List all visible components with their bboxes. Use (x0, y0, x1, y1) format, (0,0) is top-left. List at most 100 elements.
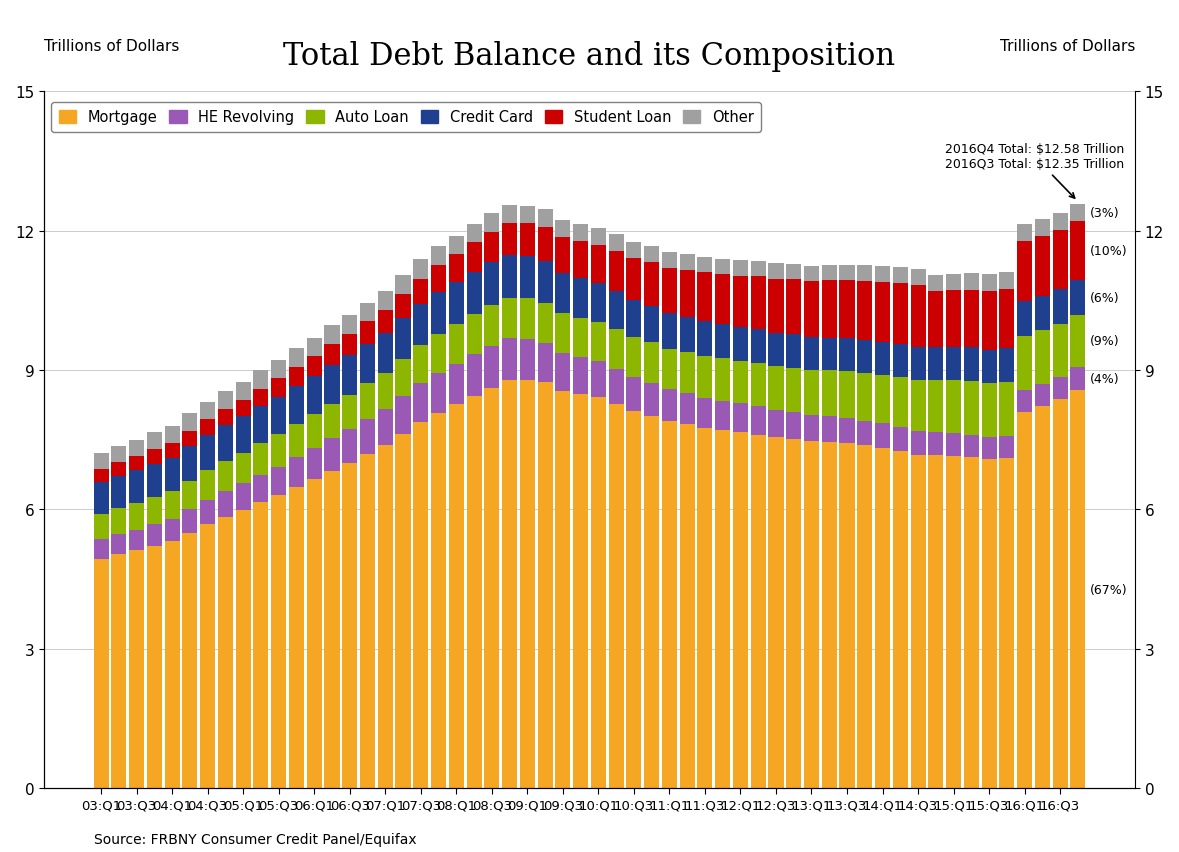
Bar (147, 433, 162, 450)
Bar (449, 237, 463, 255)
Bar (218, 492, 233, 517)
Bar (502, 380, 518, 788)
Bar (839, 372, 855, 419)
Text: (9%): (9%) (1089, 335, 1119, 348)
Bar (360, 303, 375, 322)
Bar (982, 384, 996, 437)
Bar (467, 224, 481, 243)
Text: (6%): (6%) (1089, 291, 1119, 304)
Bar (377, 333, 393, 374)
Bar (751, 435, 766, 788)
Bar (573, 358, 588, 394)
Bar (910, 286, 926, 348)
Bar (946, 457, 961, 788)
Bar (733, 276, 747, 327)
Bar (236, 400, 251, 417)
Title: Total Debt Balance and its Composition: Total Debt Balance and its Composition (283, 41, 896, 72)
Bar (520, 299, 535, 339)
Bar (538, 303, 553, 343)
Bar (946, 274, 961, 291)
Bar (716, 325, 730, 359)
Bar (413, 305, 428, 346)
Bar (751, 364, 766, 406)
Bar (573, 318, 588, 358)
Bar (608, 291, 624, 330)
Bar (485, 214, 500, 233)
Bar (289, 367, 304, 387)
Bar (271, 435, 286, 467)
Bar (982, 437, 996, 459)
Bar (449, 283, 463, 325)
Bar (432, 373, 446, 413)
Bar (200, 420, 216, 435)
Bar (200, 471, 216, 500)
Text: Source: FRBNY Consumer Credit Panel/Equifax: Source: FRBNY Consumer Credit Panel/Equi… (94, 832, 417, 847)
Bar (289, 458, 304, 487)
Bar (1035, 237, 1050, 296)
Bar (1017, 225, 1032, 242)
Bar (183, 446, 197, 481)
Bar (1071, 204, 1086, 222)
Bar (449, 255, 463, 283)
Bar (236, 510, 251, 788)
Bar (591, 245, 606, 284)
Bar (608, 251, 624, 291)
Bar (963, 458, 979, 788)
Bar (253, 503, 269, 788)
Bar (253, 443, 269, 475)
Bar (324, 326, 340, 344)
Bar (253, 389, 269, 406)
Bar (982, 291, 996, 350)
Bar (1053, 325, 1068, 377)
Bar (342, 356, 357, 395)
Bar (963, 382, 979, 435)
Bar (626, 243, 641, 259)
Bar (644, 307, 659, 343)
Bar (129, 550, 144, 788)
Bar (1017, 412, 1032, 788)
Bar (218, 392, 233, 410)
Bar (413, 346, 428, 384)
Bar (716, 430, 730, 788)
Bar (200, 402, 216, 420)
Bar (661, 253, 677, 268)
Bar (413, 279, 428, 305)
Bar (485, 347, 500, 389)
Bar (804, 371, 819, 416)
Bar (716, 275, 730, 325)
Bar (520, 206, 535, 224)
Bar (93, 482, 108, 514)
Bar (538, 210, 553, 227)
Bar (324, 471, 340, 788)
Bar (395, 397, 410, 435)
Bar (147, 546, 162, 788)
Bar (449, 405, 463, 788)
Bar (538, 383, 553, 788)
Bar (236, 417, 251, 453)
Bar (395, 360, 410, 397)
Bar (626, 412, 641, 788)
Bar (449, 325, 463, 364)
Bar (377, 291, 393, 310)
Bar (183, 481, 197, 509)
Bar (698, 321, 712, 356)
Bar (555, 354, 571, 391)
Bar (129, 530, 144, 550)
Bar (679, 425, 694, 788)
Bar (502, 298, 518, 339)
Bar (698, 429, 712, 788)
Bar (485, 389, 500, 788)
Bar (786, 440, 802, 788)
Bar (910, 432, 926, 455)
Bar (467, 354, 481, 396)
Bar (591, 362, 606, 398)
Bar (502, 224, 518, 256)
Bar (963, 348, 979, 382)
Bar (538, 227, 553, 262)
Bar (839, 266, 855, 281)
Bar (342, 430, 357, 463)
Bar (733, 261, 747, 276)
Bar (93, 539, 108, 559)
Bar (360, 420, 375, 455)
Bar (573, 279, 588, 318)
